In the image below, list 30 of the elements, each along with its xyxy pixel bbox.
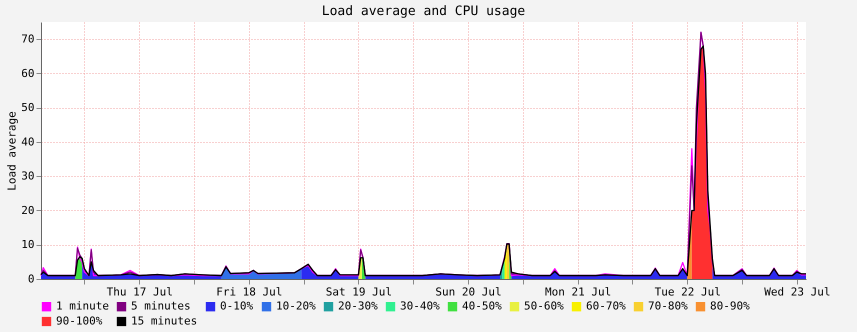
y-tick-label: 30 [21, 170, 34, 183]
x-tick-label: Wed 23 Jul [764, 286, 830, 298]
y-tick-label: 20 [21, 204, 34, 217]
legend-label: 20-30% [338, 300, 378, 313]
x-tick-label: Fri 18 Jul [216, 286, 282, 298]
legend-label: 5 minutes [131, 300, 191, 313]
x-tick-label: Tue 22 Jul [654, 286, 721, 298]
legend-label: 1 minute [56, 300, 109, 313]
x-tick-label: Sun 20 Jul [435, 286, 502, 298]
legend-label: 10-20% [276, 300, 316, 313]
y-tick-label: 10 [21, 238, 34, 252]
legend-label: 70-80% [648, 300, 688, 313]
legend-label: 60-70% [586, 300, 626, 313]
legend-label: 80-90% [710, 300, 750, 313]
chart-title: Load average and CPU usage [322, 4, 526, 19]
legend-label: 15 minutes [131, 314, 198, 328]
y-tick-label: 50 [21, 101, 34, 114]
legend-label: 40-50% [462, 300, 502, 313]
x-tick-label: Mon 21 Jul [545, 286, 612, 298]
legend-label: 0-10% [220, 300, 254, 313]
y-tick-label: 40 [21, 135, 34, 148]
y-tick-label: 70 [21, 32, 34, 46]
legend-label: 50-60% [524, 300, 564, 313]
x-tick-label: Thu 17 Jul [106, 286, 173, 298]
x-tick-label: Sat 19 Jul [326, 286, 392, 298]
y-axis-title: Load average [5, 111, 18, 191]
y-tick-label: 0 [28, 272, 34, 286]
legend-label: 30-40% [400, 300, 440, 313]
y-tick-label: 60 [21, 66, 34, 80]
legend-label: 90-100% [56, 314, 103, 328]
